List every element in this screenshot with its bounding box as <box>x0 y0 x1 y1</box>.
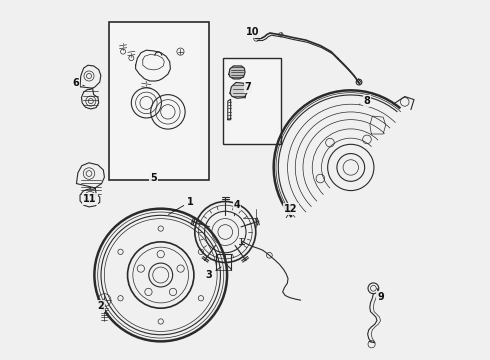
Text: 3: 3 <box>206 267 221 280</box>
Polygon shape <box>230 82 247 98</box>
Text: 1: 1 <box>169 197 194 215</box>
Text: 9: 9 <box>377 288 384 302</box>
Text: 2: 2 <box>98 298 104 311</box>
Text: 5: 5 <box>150 173 157 183</box>
Text: 8: 8 <box>360 96 370 106</box>
Text: 4: 4 <box>234 200 241 216</box>
Bar <box>109 22 209 180</box>
Bar <box>223 58 281 144</box>
Text: 12: 12 <box>284 204 297 218</box>
Text: 6: 6 <box>73 78 84 88</box>
Text: 11: 11 <box>83 187 97 204</box>
Text: 10: 10 <box>246 27 260 37</box>
Polygon shape <box>229 66 245 79</box>
Text: 7: 7 <box>245 82 251 98</box>
